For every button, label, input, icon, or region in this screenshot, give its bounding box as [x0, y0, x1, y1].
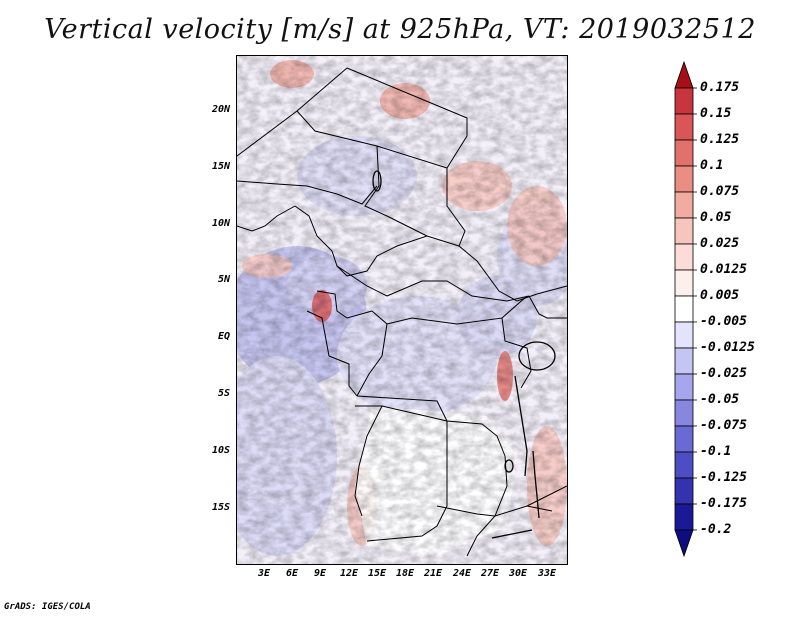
colorbar-swatch — [674, 373, 694, 401]
lake-chad — [372, 170, 382, 192]
lake-kariba — [491, 529, 533, 539]
grads-credit: GrADS: IGES/COLA — [4, 602, 91, 612]
lat-tick-10n: 10N — [211, 218, 230, 229]
lon-tick-21e: 21E — [423, 568, 443, 579]
colorbar-label-neg-0.005: -0.005 — [700, 314, 747, 329]
lon-tick-30e: 30E — [508, 568, 528, 579]
colorbar-swatch — [674, 347, 694, 375]
colorbar-label-0.175: 0.175 — [700, 80, 740, 95]
lat-tick-eq: EQ — [217, 331, 230, 342]
noise-texture — [237, 56, 567, 564]
colorbar-swatch — [674, 165, 694, 193]
colorbar-swatch — [674, 425, 694, 453]
colorbar-swatch — [674, 399, 694, 427]
colorbar-swatch — [674, 503, 694, 531]
lon-tick-12e: 12E — [339, 568, 359, 579]
colorbar-label-0.005: 0.005 — [700, 288, 740, 303]
lake-victoria — [518, 341, 556, 371]
colorbar-swatch — [674, 113, 694, 141]
colorbar-swatch — [674, 191, 694, 219]
lake-malawi — [532, 450, 540, 519]
colorbar-arrow-top — [674, 60, 694, 89]
colorbar-label-0.025: 0.025 — [700, 236, 740, 251]
map-panel — [236, 55, 568, 565]
colorbar-label-0.125: 0.125 — [700, 132, 740, 147]
lon-tick-6e: 6E — [285, 568, 299, 579]
colorbar-label-0.0125: 0.0125 — [700, 262, 747, 277]
lon-tick-27e: 27E — [480, 568, 500, 579]
colorbar-label-neg-0.025: -0.025 — [700, 366, 747, 381]
lon-tick-3e: 3E — [257, 568, 271, 579]
lat-tick-5s: 5S — [217, 388, 230, 399]
lat-tick-10s: 10S — [211, 445, 230, 456]
lake-mweru — [504, 459, 514, 473]
colorbar-swatch — [674, 321, 694, 349]
colorbar-swatch — [674, 295, 694, 323]
lakes — [372, 170, 556, 539]
colorbar-swatch — [674, 477, 694, 505]
lat-tick-5n: 5N — [217, 274, 230, 285]
lat-tick-20n: 20N — [211, 104, 230, 115]
country-borders — [237, 67, 567, 557]
colorbar-swatches — [674, 60, 697, 558]
colorbar-label-neg-0.05: -0.05 — [700, 392, 740, 407]
lon-tick-15e: 15E — [367, 568, 387, 579]
colorbar-swatch — [674, 269, 694, 297]
colorbar-swatch — [674, 87, 694, 115]
map-canvas — [237, 56, 567, 564]
colorbar-label-0.1: 0.1 — [700, 158, 724, 173]
colorbar-swatch — [674, 451, 694, 479]
colorbar-label-neg-0.075: -0.075 — [700, 418, 747, 433]
colorbar-label-0.075: 0.075 — [700, 184, 740, 199]
lat-tick-15s: 15S — [211, 502, 230, 513]
lake-tanganyika — [514, 375, 528, 477]
lat-tick-15n: 15N — [211, 161, 230, 172]
colorbar-label-neg-0.1: -0.1 — [700, 444, 732, 459]
colorbar-label-neg-0.175: -0.175 — [700, 496, 747, 511]
lon-tick-24e: 24E — [452, 568, 472, 579]
colorbar-arrow-bottom — [674, 529, 694, 558]
lon-tick-33e: 33E — [537, 568, 557, 579]
chart-title: Vertical velocity [m/s] at 925hPa, VT: 2… — [44, 14, 756, 45]
lon-tick-9e: 9E — [313, 568, 327, 579]
colorbar-label-neg-0.2: -0.2 — [700, 522, 732, 537]
colorbar-swatch — [674, 217, 694, 245]
colorbar-label-0.05: 0.05 — [700, 210, 732, 225]
colorbar-label-neg-0.125: -0.125 — [700, 470, 747, 485]
lon-tick-18e: 18E — [395, 568, 415, 579]
colorbar-label-0.15: 0.15 — [700, 106, 732, 121]
colorbar-swatch — [674, 243, 694, 271]
colorbar-swatch — [674, 139, 694, 167]
colorbar-label-neg-0.0125: -0.0125 — [700, 340, 755, 355]
